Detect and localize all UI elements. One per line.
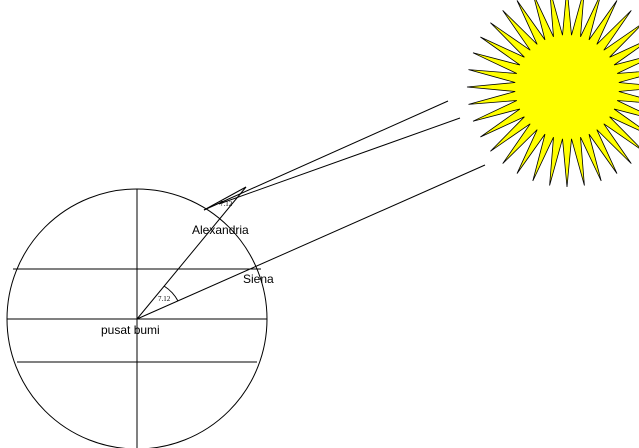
siena-ray <box>137 165 485 319</box>
sun-ray <box>219 118 460 204</box>
angle-label: 7.12 <box>158 295 171 303</box>
label: Siena <box>243 272 274 286</box>
angle-label: 7.12 <box>220 200 233 208</box>
label: pusat bumi <box>101 323 160 337</box>
sun-ray <box>204 101 448 210</box>
sun <box>467 0 639 187</box>
diagram: Alexandria Siena pusat bumi 7.12 7.12 <box>0 0 639 448</box>
label: Alexandria <box>192 223 249 237</box>
